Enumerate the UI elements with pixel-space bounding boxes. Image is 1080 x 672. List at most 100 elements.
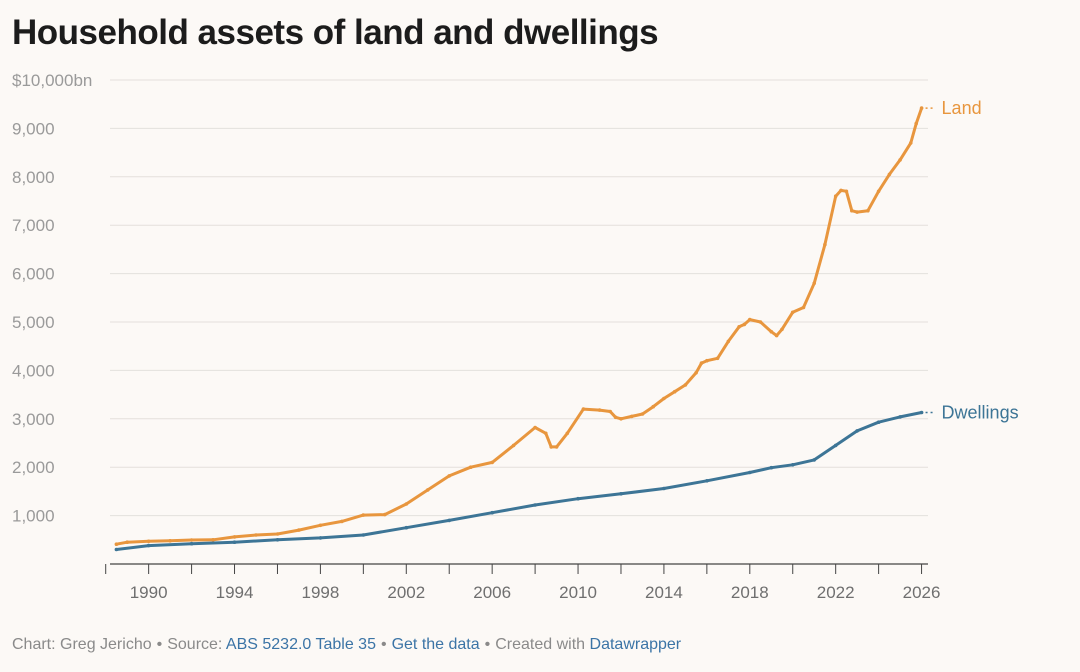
data-point [823,242,827,247]
data-point [780,327,784,332]
source-prefix: Source: [167,636,223,653]
data-point [554,445,559,449]
gridlines [110,79,928,517]
data-point [404,525,409,530]
data-point [297,528,301,532]
data-point [211,538,215,542]
data-point [812,281,816,286]
data-point [898,415,902,419]
data-point [715,356,720,361]
x-tick-label: 2018 [731,583,769,602]
series-line-land [114,106,924,546]
data-point [361,533,366,537]
data-point [232,540,237,544]
data-point [275,532,280,536]
data-point [383,512,387,517]
x-tick-label: 1998 [301,583,339,602]
data-point [855,210,859,214]
series-line-dwellings [114,411,924,551]
data-point [608,409,612,414]
data-point [565,431,570,436]
x-tick-label: 2006 [473,583,511,602]
data-point [774,333,779,338]
x-axis: 1990 1994 1998 2002 2006 2010 2014 2018 2022 2026 [105,563,941,602]
data-point [914,121,918,126]
y-axis-ticks: 1,000 2,000 3,000 4,000 5,000 6,000 7,000 8,000… [12,71,92,526]
data-point [662,486,666,491]
data-point [758,320,763,324]
footer-separator: • [484,636,491,653]
series-label-dwellings: Dwellings [942,403,1019,423]
created-prefix: Created with [495,636,586,653]
data-point [549,445,553,449]
data-point [318,523,323,528]
data-point [844,189,849,194]
data-point [232,535,237,539]
data-point [597,408,602,412]
data-point [705,479,709,483]
data-point [748,317,752,322]
data-point [748,470,752,475]
data-point [125,540,129,544]
data-point [544,431,548,436]
data-point [533,425,537,430]
data-point [619,417,623,421]
data-point [275,538,280,542]
x-tick-label: 1990 [130,583,168,602]
series-labels: Land Dwellings [925,98,1019,423]
y-tick-label: 8,000 [12,168,55,187]
data-point [790,463,795,467]
data-point [581,407,586,411]
data-point [769,465,774,470]
x-tick-label: 2022 [817,583,855,602]
x-tick-label: 2002 [387,583,425,602]
data-point [909,141,913,145]
data-point [468,465,473,470]
x-tick-label: 1994 [216,583,254,602]
data-point [801,305,806,310]
data-point [640,412,645,416]
y-tick-label: $10,000bn [12,71,92,90]
y-tick-label: 2,000 [12,458,55,477]
data-point [533,503,537,507]
data-point [876,189,881,194]
data-point [833,194,838,198]
data-point [404,502,409,506]
x-tick-label: 2010 [559,583,597,602]
y-tick-label: 6,000 [12,265,55,284]
data-point [790,310,795,315]
data-point [699,361,704,365]
source-link[interactable]: ABS 5232.0 Table 35 [225,636,376,653]
data-point [613,415,618,420]
data-point [168,539,172,543]
get-data-link[interactable]: Get the data [391,636,480,653]
data-point [742,322,747,327]
data-point [887,172,892,177]
data-point [876,420,881,425]
data-point [705,358,709,363]
chart-footer: Chart: Greg Jericho • Source: ABS 5232.0 T… [12,636,681,654]
data-point [361,513,366,517]
data-point [833,443,838,448]
data-point [898,158,902,162]
line-chart: 1,000 2,000 3,000 4,000 5,000 6,000 7,000 8,000… [12,71,1019,602]
data-point [629,414,634,419]
series-label-land: Land [942,98,982,118]
data-point [672,389,677,394]
data-point [651,404,655,409]
chart-credit: Chart: Greg Jericho [12,636,152,653]
y-tick-label: 1,000 [12,507,55,526]
data-point [619,492,623,496]
footer-separator: • [380,636,387,653]
data-point [850,208,854,213]
data-point [146,543,151,548]
data-point [511,443,516,448]
data-point [683,383,688,387]
datawrapper-link[interactable]: Datawrapper [589,636,682,653]
x-tick-label: 2026 [903,583,941,602]
y-tick-label: 9,000 [12,119,55,138]
data-point [576,496,580,501]
chart-title: Household assets of land and dwellings [12,13,659,52]
x-tick-label: 2014 [645,583,683,602]
data-point [737,325,741,329]
